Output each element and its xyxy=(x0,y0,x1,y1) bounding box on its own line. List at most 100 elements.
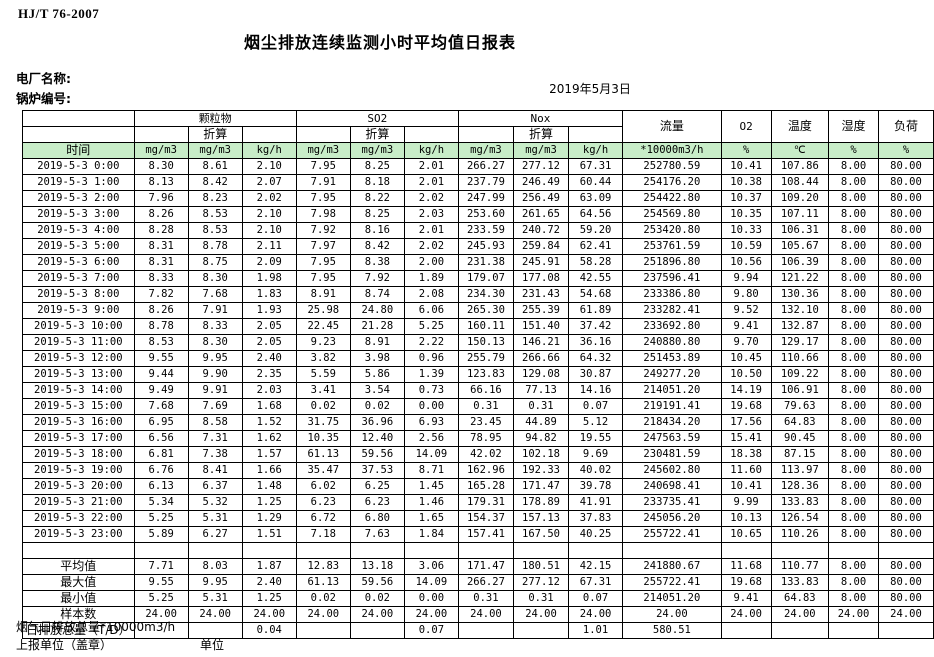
spacer-cell xyxy=(133,542,189,559)
cell-humidity: 8.00 xyxy=(828,158,879,175)
summary-cell-pm-converted: 9.95 xyxy=(187,574,243,591)
cell-nox: 231.38 xyxy=(457,254,514,271)
cell-pm: 8.31 xyxy=(133,238,189,255)
cell-pm-kgh: 2.02 xyxy=(241,190,297,207)
cell-pm: 8.33 xyxy=(133,270,189,287)
cell-pm-kgh: 2.40 xyxy=(241,350,297,367)
table-row: 2019-5-3 15:00 7.68 7.69 1.68 0.02 0.02 0.00 0.… xyxy=(22,398,934,415)
report-date: 2019年5月3日 xyxy=(549,82,631,96)
daily-total-cell-o2 xyxy=(720,622,772,639)
cell-o2: 10.33 xyxy=(720,222,772,239)
cell-pm-converted: 8.53 xyxy=(187,222,243,239)
cell-load: 80.00 xyxy=(877,222,934,239)
cell-pm-kgh: 1.29 xyxy=(241,510,297,527)
table-row: 2019-5-3 17:00 6.56 7.31 1.62 10.35 12.40 2.56… xyxy=(22,430,934,447)
spacer-cell xyxy=(187,542,243,559)
cell-nox-converted: 245.91 xyxy=(512,254,570,271)
header-row-units: 时间 mg/m3 mg/m3 kg/h mg/m3 mg/m3 kg/h mg/… xyxy=(22,142,934,159)
cell-flow: 237596.41 xyxy=(622,270,722,287)
summary-cell-pm-kgh: 24.00 xyxy=(241,606,297,623)
cell-pm-kgh: 2.05 xyxy=(241,334,297,351)
cell-humidity: 8.00 xyxy=(828,526,879,543)
cell-nox-converted: 255.39 xyxy=(512,302,570,319)
footer-reporting-unit: 上报单位（盖章） xyxy=(16,638,113,652)
daily-total-cell-temperature xyxy=(770,622,830,639)
cell-o2: 10.50 xyxy=(720,366,772,383)
header-group-nox: Nox xyxy=(457,110,624,127)
cell-pm-kgh: 2.07 xyxy=(241,174,297,191)
cell-nox: 266.27 xyxy=(457,158,514,175)
daily-total-cell-nox xyxy=(457,622,514,639)
cell-o2: 11.60 xyxy=(720,462,772,479)
table-summary-body: 平均值 7.71 8.03 1.87 12.83 13.18 3.06 171.47 180.5… xyxy=(22,542,934,639)
standard-code: HJ/T 76-2007 xyxy=(18,6,100,21)
cell-time: 2019-5-3 0:00 xyxy=(22,158,135,175)
cell-temperature: 108.44 xyxy=(770,174,830,191)
cell-so2-kgh: 2.03 xyxy=(403,206,459,223)
daily-total-cell-so2-converted xyxy=(349,622,405,639)
cell-nox: 66.16 xyxy=(457,382,514,399)
cell-humidity: 8.00 xyxy=(828,174,879,191)
page-title: 烟尘排放连续监测小时平均值日报表 xyxy=(243,33,516,52)
table-row: 2019-5-3 13:00 9.44 9.90 2.35 5.59 5.86 1.39 12… xyxy=(22,366,934,383)
cell-flow: 252780.59 xyxy=(622,158,722,175)
summary-row-label: 最大值 xyxy=(22,574,135,591)
cell-flow: 233282.41 xyxy=(622,302,722,319)
spacer-cell xyxy=(828,542,879,559)
cell-so2-kgh: 2.22 xyxy=(403,334,459,351)
cell-time: 2019-5-3 23:00 xyxy=(22,526,135,543)
cell-pm-kgh: 1.52 xyxy=(241,414,297,431)
cell-load: 80.00 xyxy=(877,478,934,495)
cell-nox-kgh: 62.41 xyxy=(568,238,624,255)
unit-temperature-celsius: ℃ xyxy=(770,142,830,159)
cell-pm-converted: 5.32 xyxy=(187,494,243,511)
cell-pm-converted: 9.95 xyxy=(187,350,243,367)
cell-nox-kgh: 9.69 xyxy=(568,446,624,463)
cell-so2-converted: 59.56 xyxy=(349,446,405,463)
cell-load: 80.00 xyxy=(877,398,934,415)
cell-nox-converted: 167.50 xyxy=(512,526,570,543)
cell-nox: 265.30 xyxy=(457,302,514,319)
summary-cell-humidity: 24.00 xyxy=(828,606,879,623)
cell-flow: 249277.20 xyxy=(622,366,722,383)
cell-so2-converted: 7.63 xyxy=(349,526,405,543)
cell-so2-kgh: 1.84 xyxy=(403,526,459,543)
unit-pm-converted-mgm3: mg/m3 xyxy=(187,142,243,159)
cell-nox-converted: 231.43 xyxy=(512,286,570,303)
summary-cell-so2-converted: 24.00 xyxy=(349,606,405,623)
cell-pm-converted: 8.78 xyxy=(187,238,243,255)
cell-so2-converted: 8.42 xyxy=(349,238,405,255)
cell-humidity: 8.00 xyxy=(828,462,879,479)
cell-nox-converted: 178.89 xyxy=(512,494,570,511)
cell-nox-converted: 277.12 xyxy=(512,158,570,175)
cell-humidity: 8.00 xyxy=(828,238,879,255)
cell-flow: 254176.20 xyxy=(622,174,722,191)
cell-nox-converted: 266.66 xyxy=(512,350,570,367)
cell-nox: 157.41 xyxy=(457,526,514,543)
summary-cell-nox-kgh: 0.07 xyxy=(568,590,624,607)
unit-nox-converted-mgm3: mg/m3 xyxy=(512,142,570,159)
cell-time: 2019-5-3 3:00 xyxy=(22,206,135,223)
table-row: 2019-5-3 1:00 8.13 8.42 2.07 7.91 8.18 2.01 237… xyxy=(22,174,934,191)
cell-nox: 165.28 xyxy=(457,478,514,495)
cell-load: 80.00 xyxy=(877,430,934,447)
cell-load: 80.00 xyxy=(877,254,934,271)
summary-cell-nox-converted: 277.12 xyxy=(512,574,570,591)
cell-pm: 5.34 xyxy=(133,494,189,511)
cell-nox-converted: 261.65 xyxy=(512,206,570,223)
cell-load: 80.00 xyxy=(877,494,934,511)
cell-pm-kgh: 2.03 xyxy=(241,382,297,399)
cell-load: 80.00 xyxy=(877,510,934,527)
cell-humidity: 8.00 xyxy=(828,190,879,207)
cell-nox: 179.31 xyxy=(457,494,514,511)
cell-pm-converted: 7.91 xyxy=(187,302,243,319)
cell-nox: 154.37 xyxy=(457,510,514,527)
cell-so2-converted: 6.25 xyxy=(349,478,405,495)
summary-cell-o2: 24.00 xyxy=(720,606,772,623)
emission-data-table: 颗粒物 SO2 Nox 流量 O2 温度 湿度 负荷 折算 折算 折算 xyxy=(22,110,934,639)
summary-cell-nox-converted: 180.51 xyxy=(512,558,570,575)
cell-pm: 8.53 xyxy=(133,334,189,351)
cell-nox-kgh: 36.16 xyxy=(568,334,624,351)
spacer-cell xyxy=(720,542,772,559)
